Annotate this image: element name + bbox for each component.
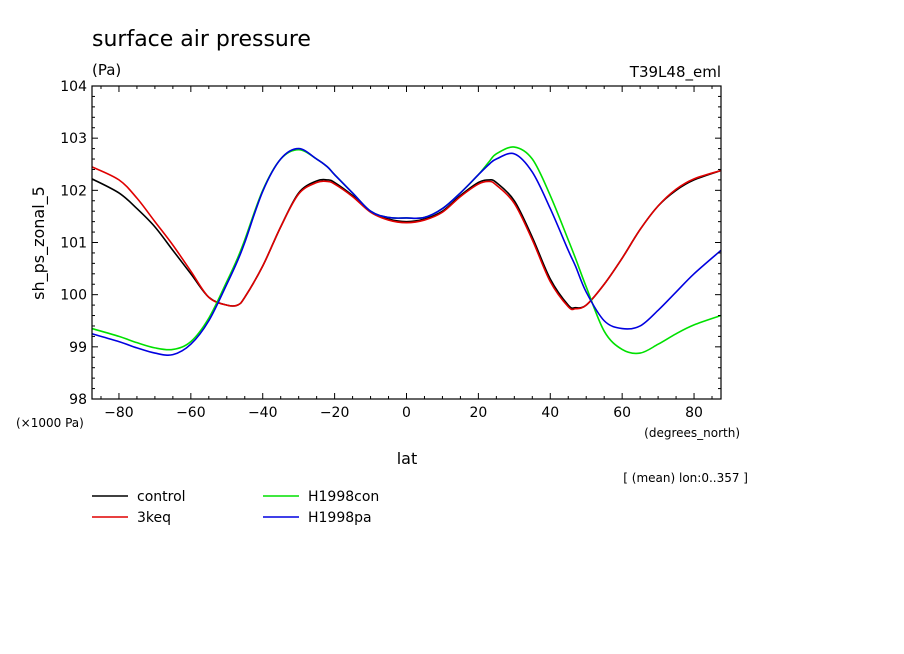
y-tick-label: 100 bbox=[60, 288, 87, 304]
legend-label-3keq: 3keq bbox=[137, 510, 171, 526]
y-axis-label: sh_ps_zonal_5 bbox=[29, 186, 49, 300]
model-label: T39L48_eml bbox=[629, 63, 721, 82]
x-tick-label: −60 bbox=[176, 405, 206, 421]
legend: control 3keq H1998con H1998pa bbox=[92, 489, 379, 526]
y-tick-label: 101 bbox=[60, 236, 87, 252]
chart-title: surface air pressure bbox=[92, 27, 311, 52]
legend-label-control: control bbox=[137, 489, 186, 505]
y-tick-labels: 98 99 100 101 102 103 104 bbox=[60, 79, 87, 408]
x-tick-labels: −80 −60 −40 −20 0 20 40 60 80 bbox=[104, 405, 703, 421]
y-tick-label: 99 bbox=[69, 340, 87, 356]
y-tick-label: 98 bbox=[69, 392, 87, 408]
x-tick-label: 40 bbox=[541, 405, 559, 421]
legend-label-h1998pa: H1998pa bbox=[308, 510, 372, 526]
y-tick-label: 103 bbox=[60, 131, 87, 147]
plot-lines bbox=[91, 146, 722, 356]
x-axis-label: lat bbox=[397, 449, 418, 468]
mean-note: [ (mean) lon:0..357 ] bbox=[623, 471, 748, 485]
units-label: (Pa) bbox=[92, 61, 121, 79]
x-tick-label: −40 bbox=[248, 405, 278, 421]
y-tick-label: 104 bbox=[60, 79, 87, 95]
series-line-control bbox=[91, 169, 722, 309]
axis-ticks bbox=[92, 85, 721, 400]
legend-label-h1998con: H1998con bbox=[308, 489, 379, 505]
x-tick-label: 0 bbox=[402, 405, 411, 421]
x-tick-label: 20 bbox=[469, 405, 487, 421]
y-units-label: (×1000 Pa) bbox=[16, 416, 84, 430]
x-tick-label: 60 bbox=[613, 405, 631, 421]
x-tick-label: 80 bbox=[685, 405, 703, 421]
series-line-3keq bbox=[91, 166, 722, 311]
series-line-h1998pa bbox=[91, 147, 722, 356]
y-tick-label: 102 bbox=[60, 183, 87, 199]
x-tick-label: −80 bbox=[104, 405, 134, 421]
x-tick-label: −20 bbox=[320, 405, 350, 421]
x-units-label: (degrees_north) bbox=[644, 426, 740, 440]
